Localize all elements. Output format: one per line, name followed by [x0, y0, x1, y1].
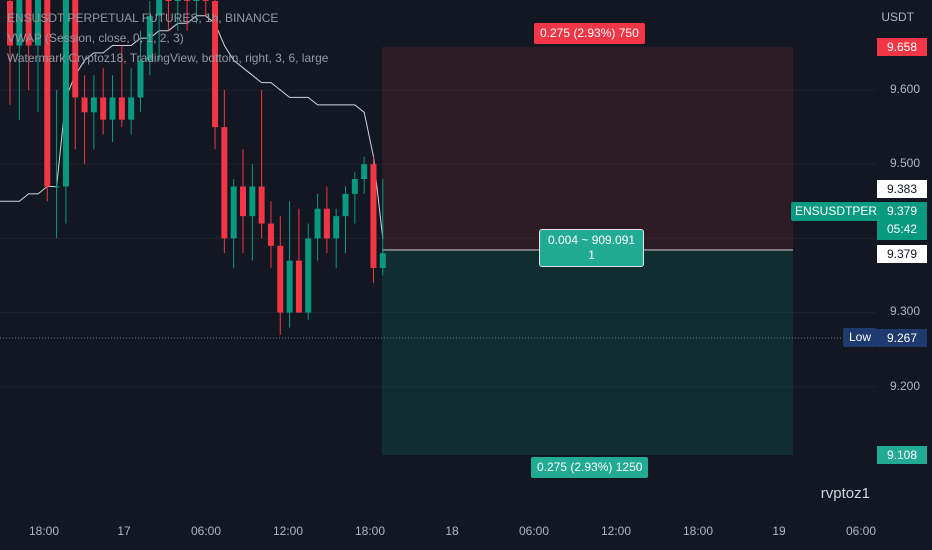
watermark-text: rvptoz1 [820, 485, 870, 502]
time-tick: 06:00 [190, 524, 222, 538]
candle-body [202, 0, 209, 2]
candle-body [240, 186, 246, 217]
price-tick: 9.300 [889, 304, 920, 318]
countdown-value: 05:42 [886, 222, 918, 236]
low-tag: Low [843, 328, 878, 347]
time-tick: 19 [772, 524, 786, 538]
last-price-label: 9.379 05:42 [877, 202, 927, 240]
low-price-label: 9.267 [877, 329, 927, 347]
candle-body [100, 97, 107, 120]
chart-grid [0, 89, 876, 388]
last-price-value: 9.379 [886, 204, 918, 218]
candle-body [137, 60, 144, 98]
candle-body [72, 0, 79, 98]
candle-body [277, 245, 284, 313]
position-tag-line1: 0.004 ~ 909.091 [548, 233, 636, 247]
position-tag-line2: 1 [588, 248, 595, 262]
candle-body [118, 97, 125, 120]
legend-watermark: Watermark Cryptoz18, TradingView, bottom… [7, 51, 329, 65]
candle-body [34, 0, 41, 46]
candle-body [323, 208, 330, 239]
price-tick: 9.600 [889, 82, 920, 96]
candle-body [44, 0, 51, 187]
legend-symbol: ENSUSDT PERPETUAL FUTURES, 1h, BINANCE [7, 11, 279, 25]
time-tick: 18:00 [682, 524, 714, 538]
price-tick: 9.200 [889, 379, 920, 393]
time-tick: 17 [117, 524, 131, 538]
position-tag[interactable]: 0.004 ~ 909.091 1 [539, 229, 645, 267]
candle-body [146, 15, 153, 61]
stop-price-label: 9.108 [877, 446, 927, 464]
price-tick: 9.500 [889, 156, 920, 170]
candle-body [174, 0, 181, 2]
stop-zone [382, 251, 793, 455]
candle-body [165, 0, 172, 2]
candle-body [333, 216, 340, 239]
target-tag[interactable]: 0.275 (2.93%) 750 [534, 23, 645, 44]
entry-price-label: 9.383 [877, 180, 927, 198]
candle-body [258, 186, 265, 224]
candle-body [370, 164, 377, 269]
time-tick: 12:00 [600, 524, 632, 538]
profit-zone [382, 47, 793, 250]
candle-body [109, 97, 116, 120]
currency-label: USDT [881, 10, 914, 24]
time-tick: 18 [445, 524, 459, 538]
candle-body [16, 0, 23, 46]
candle-body [286, 260, 293, 313]
candle-body [7, 1, 13, 46]
vwap-line [0, 15, 384, 239]
candle-body [267, 223, 274, 246]
time-tick: 18:00 [354, 524, 386, 538]
current-price-label: 9.379 [877, 245, 927, 263]
time-tick: 12:00 [272, 524, 304, 538]
stop-tag[interactable]: 0.275 (2.93%) 1250 [531, 457, 649, 478]
candle-body [184, 0, 191, 1]
candle-body [81, 97, 88, 113]
candle-body [25, 0, 32, 46]
candle-body [230, 186, 237, 239]
time-tick: 18:00 [28, 524, 60, 538]
target-price-label: 9.658 [877, 38, 927, 56]
candle-body [212, 1, 219, 128]
candle-body [379, 253, 386, 269]
candle-body [314, 208, 321, 239]
candle-body [361, 164, 368, 180]
candle-body [221, 127, 228, 239]
candle-body [342, 193, 349, 217]
candle-body [351, 179, 358, 194]
legend-vwap: VWAP (Session, close, 0, 1, 2, 3) [7, 31, 184, 45]
candle-body [90, 97, 97, 113]
candle-body [128, 97, 135, 120]
symbol-label: ENSUSDTPERP [791, 202, 890, 221]
candles [7, 0, 386, 335]
candle-body [53, 186, 60, 188]
candle-body [249, 186, 256, 217]
candle-body [156, 0, 163, 16]
time-tick: 06:00 [518, 524, 550, 538]
candle-body [305, 238, 312, 313]
time-tick: 06:00 [845, 524, 877, 538]
candle-body [295, 260, 302, 313]
candle-body [193, 0, 200, 1]
candle-body [62, 0, 69, 187]
